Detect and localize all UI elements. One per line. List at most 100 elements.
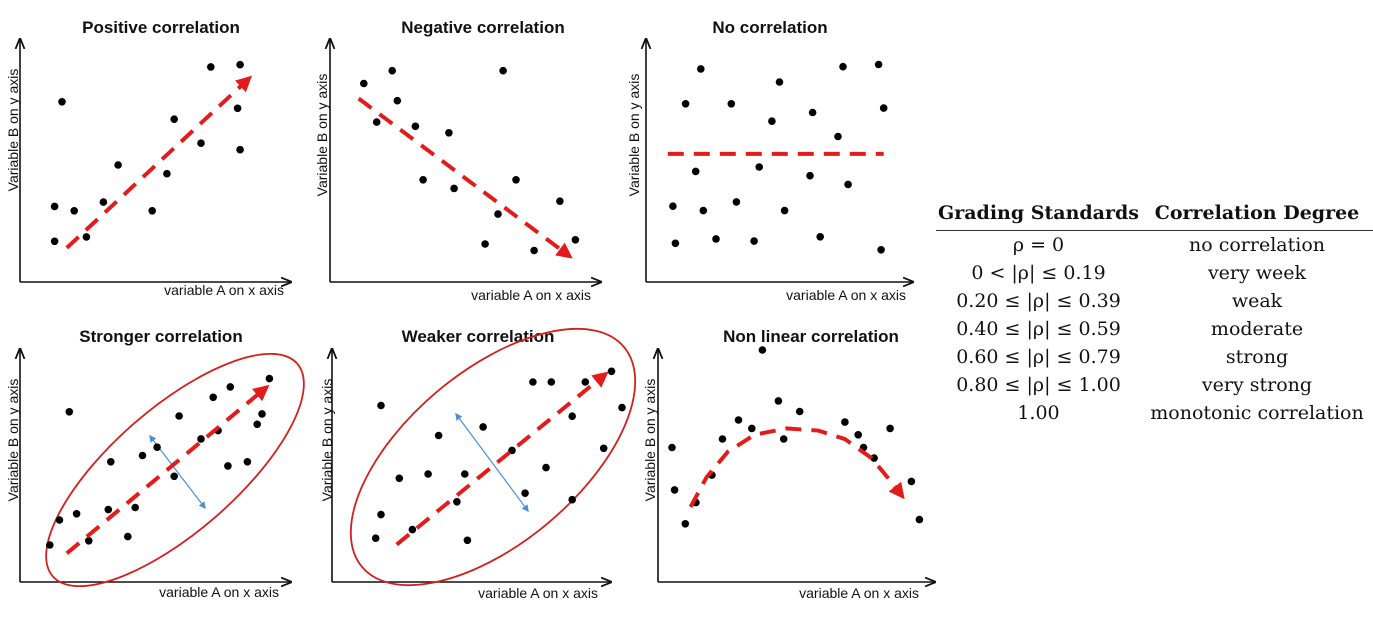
degree-cell: very week — [1207, 262, 1307, 284]
grading-cell: 1.00 — [1017, 402, 1060, 424]
x-axis-label: variable A on x axis — [786, 287, 906, 303]
data-point — [114, 161, 122, 169]
data-point — [494, 210, 502, 218]
data-point — [808, 108, 817, 117]
data-point — [748, 424, 756, 433]
panel-title: Negative correlation — [401, 18, 564, 37]
data-point — [727, 100, 736, 108]
trend-arrow — [395, 371, 609, 547]
table-row: 0.40 ≤ |ρ| ≤ 0.59 moderate — [936, 315, 1373, 343]
degree-cell: very strong — [1201, 374, 1313, 396]
data-point — [779, 435, 788, 443]
x-axis-label: variable A on x axis — [159, 584, 279, 600]
degree-cell: moderate — [1210, 318, 1304, 340]
degree-cell: no correlation — [1189, 234, 1325, 256]
data-point — [874, 60, 883, 69]
scatter-panel: No correlation variable A on x axis Variab… — [626, 18, 912, 303]
scatter-panel: Stronger correlation variable A on x axis… — [5, 327, 305, 600]
grading-cell: 0.40 ≤ |ρ| ≤ 0.59 — [956, 318, 1121, 340]
scatter-panel: Weaker correlation variable A on x axis Va… — [319, 327, 637, 601]
data-point — [233, 104, 242, 113]
degree-cell: weak — [1231, 290, 1283, 312]
data-point — [886, 424, 894, 433]
data-point — [82, 233, 91, 241]
data-point — [732, 198, 741, 206]
data-point — [774, 397, 783, 405]
table-row: 0 < |ρ| ≤ 0.19 very week — [936, 259, 1373, 287]
data-point — [450, 184, 458, 193]
data-point — [170, 115, 178, 123]
data-point — [236, 60, 244, 69]
spread-ellipse — [349, 327, 637, 587]
panel-title: Weaker correlation — [402, 327, 555, 346]
data-point — [393, 96, 402, 105]
data-point — [755, 163, 763, 171]
table-row: 0.80 ≤ |ρ| ≤ 1.00 very strong — [936, 371, 1373, 399]
data-point — [668, 443, 676, 452]
data-point — [841, 418, 849, 426]
data-point — [148, 207, 156, 215]
panel-title: No correlation — [712, 18, 827, 37]
data-point — [599, 444, 608, 453]
data-point — [395, 474, 404, 483]
data-point — [65, 408, 74, 416]
data-point — [839, 62, 847, 71]
scatter-panel: Non linear correlation variable A on x ax… — [642, 327, 934, 601]
trend-arrow — [65, 384, 270, 555]
grading-cell: 0 < |ρ| ≤ 0.19 — [971, 262, 1106, 284]
data-point — [877, 246, 885, 254]
data-point — [479, 423, 487, 431]
data-point — [834, 132, 842, 141]
grading-cell: ρ = 0 — [1012, 234, 1065, 256]
data-point — [99, 198, 108, 206]
data-point — [197, 139, 205, 147]
trend-curve — [688, 426, 905, 508]
data-point — [775, 78, 784, 86]
header-grading-standards: Grading Standards — [936, 196, 1141, 231]
data-point — [243, 458, 252, 466]
data-point — [258, 410, 266, 418]
data-point — [712, 235, 720, 243]
data-point — [568, 495, 576, 504]
data-point — [58, 98, 66, 106]
scatter-panel: Negative correlation variable A on x axis… — [314, 18, 600, 303]
data-point — [377, 510, 385, 519]
data-point — [758, 346, 767, 354]
data-point — [453, 498, 461, 506]
grading-cell: 0.80 ≤ |ρ| ≤ 1.00 — [956, 374, 1121, 396]
y-axis-label: Variable B on y axis — [626, 74, 642, 197]
x-axis-label: variable A on x axis — [478, 585, 598, 601]
data-point — [207, 63, 215, 71]
data-point — [521, 489, 529, 498]
data-point — [699, 206, 708, 215]
data-point — [816, 233, 824, 241]
data-point — [607, 367, 616, 376]
data-point — [371, 534, 380, 542]
data-point — [780, 206, 789, 215]
table-header-row: Grading Standards Correlation Degree — [936, 196, 1373, 231]
data-point — [512, 176, 520, 184]
data-point — [50, 202, 59, 211]
data-point — [411, 122, 420, 131]
data-point — [434, 431, 443, 440]
data-point — [806, 171, 814, 180]
spread-ellipse — [45, 352, 305, 588]
y-axis-label: Variable B on y axis — [314, 74, 330, 197]
table-row: 0.60 ≤ |ρ| ≤ 0.79 strong — [936, 343, 1373, 371]
data-point — [424, 470, 432, 478]
y-axis-label: Variable B on y axis — [5, 69, 21, 192]
data-point — [153, 443, 161, 452]
data-point — [530, 246, 538, 255]
data-point — [718, 435, 727, 443]
header-correlation-degree: Correlation Degree — [1141, 196, 1373, 231]
data-point — [131, 503, 139, 512]
data-point — [224, 462, 232, 470]
scatter-panels: Positive correlation variable A on x axis… — [5, 18, 934, 601]
data-point — [463, 536, 472, 545]
data-point — [360, 79, 368, 88]
data-point — [734, 416, 743, 424]
data-point — [556, 197, 564, 205]
data-point — [461, 470, 469, 478]
table-row: ρ = 0 no correlation — [936, 231, 1373, 260]
